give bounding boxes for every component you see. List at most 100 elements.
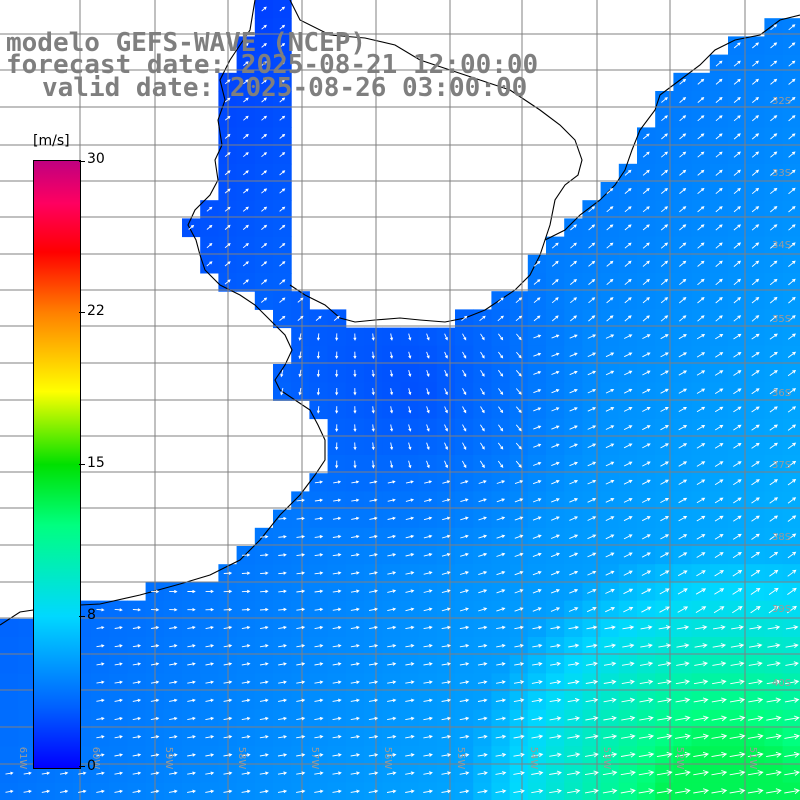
colorbar	[33, 160, 81, 769]
wind-arrow	[261, 24, 267, 30]
wind-arrow	[78, 789, 87, 794]
wind-arrow	[639, 697, 654, 703]
wind-arrow	[729, 715, 746, 722]
wind-speed-cell	[0, 709, 19, 729]
wind-arrow	[205, 698, 215, 703]
wind-arrow	[678, 352, 688, 358]
wind-arrow	[604, 643, 617, 648]
wind-arrow	[657, 679, 672, 685]
wind-arrow	[770, 24, 778, 31]
wind-arrow	[496, 480, 506, 484]
wind-arrow	[784, 733, 800, 740]
wind-arrow	[660, 334, 669, 340]
wind-arrow	[751, 551, 761, 559]
wind-arrow	[751, 260, 760, 267]
wind-arrow	[532, 480, 542, 485]
wind-arrow	[459, 716, 470, 721]
wind-arrow	[462, 406, 467, 414]
wind-arrow	[769, 551, 779, 559]
wind-arrow	[585, 661, 598, 667]
wind-arrow	[549, 716, 562, 721]
wind-arrow	[261, 115, 268, 121]
wind-arrow	[496, 625, 506, 630]
wind-arrow	[661, 188, 669, 194]
wind-arrow	[788, 187, 796, 195]
wind-arrow	[531, 770, 544, 776]
wind-arrow	[405, 625, 415, 630]
wind-arrow	[642, 224, 650, 231]
wind-arrow	[480, 351, 485, 359]
wind-arrow	[569, 443, 578, 448]
wind-arrow	[621, 733, 636, 740]
wind-arrow	[787, 442, 797, 449]
wind-arrow	[278, 680, 287, 684]
latitude-label: 34S	[772, 240, 791, 251]
wind-arrow	[623, 570, 633, 576]
wind-arrow	[514, 589, 524, 594]
wind-arrow	[605, 534, 615, 540]
wind-arrow	[623, 534, 633, 540]
wind-arrow	[224, 224, 231, 230]
wind-arrow	[660, 352, 669, 358]
wind-arrow	[459, 753, 470, 757]
wind-arrow	[770, 187, 778, 195]
wind-arrow	[769, 569, 779, 577]
wind-arrow	[569, 534, 579, 540]
wind-arrow	[585, 679, 599, 685]
wind-arrow	[333, 315, 340, 321]
wind-arrow	[750, 587, 761, 595]
wind-arrow	[462, 424, 467, 432]
wind-arrow	[587, 552, 597, 558]
wind-arrow	[261, 279, 268, 285]
wind-arrow	[224, 133, 231, 139]
wind-arrow	[658, 625, 671, 630]
wind-arrow	[314, 498, 324, 502]
wind-arrow	[387, 498, 396, 502]
wind-arrow	[223, 698, 233, 703]
wind-arrow	[624, 224, 632, 231]
wind-arrow	[423, 698, 433, 703]
wind-arrow	[496, 680, 506, 685]
wind-arrow	[368, 716, 379, 721]
wind-arrow	[623, 407, 633, 412]
wind-arrow	[733, 315, 742, 322]
wind-arrow	[426, 369, 430, 377]
wind-arrow	[660, 278, 669, 286]
wind-arrow	[770, 151, 778, 158]
wind-arrow	[769, 497, 779, 504]
wind-arrow	[567, 697, 580, 703]
wind-arrow	[715, 352, 724, 358]
wind-arrow	[316, 369, 320, 378]
wind-arrow	[405, 771, 415, 776]
wind-arrow	[296, 698, 306, 703]
wind-arrow	[514, 570, 524, 576]
wind-arrow	[769, 424, 778, 431]
wind-arrow	[224, 188, 231, 194]
wind-arrow	[621, 679, 635, 685]
wind-arrow	[751, 442, 760, 449]
wind-arrow	[770, 242, 778, 249]
wind-arrow	[551, 370, 560, 375]
colorbar-tick-0: 0	[87, 758, 96, 774]
wind-arrow	[751, 169, 760, 176]
wind-arrow	[150, 680, 160, 684]
wind-arrow	[605, 352, 615, 358]
wind-arrow	[624, 187, 632, 194]
wind-arrow	[296, 498, 305, 502]
wind-arrow	[151, 625, 160, 630]
wind-arrow	[96, 735, 105, 739]
wind-arrow	[679, 278, 687, 286]
wind-arrow	[713, 606, 725, 614]
wind-arrow	[769, 278, 778, 286]
wind-arrow	[279, 42, 286, 48]
wind-arrow	[751, 351, 760, 358]
wind-arrow	[477, 789, 488, 794]
wind-arrow	[368, 698, 379, 703]
wind-arrow	[314, 480, 324, 484]
wind-arrow	[588, 297, 596, 304]
wind-arrow	[550, 661, 562, 666]
wind-arrow	[515, 370, 522, 377]
wind-arrow	[353, 351, 357, 360]
wind-arrow	[693, 788, 710, 795]
wind-arrow	[639, 661, 654, 667]
